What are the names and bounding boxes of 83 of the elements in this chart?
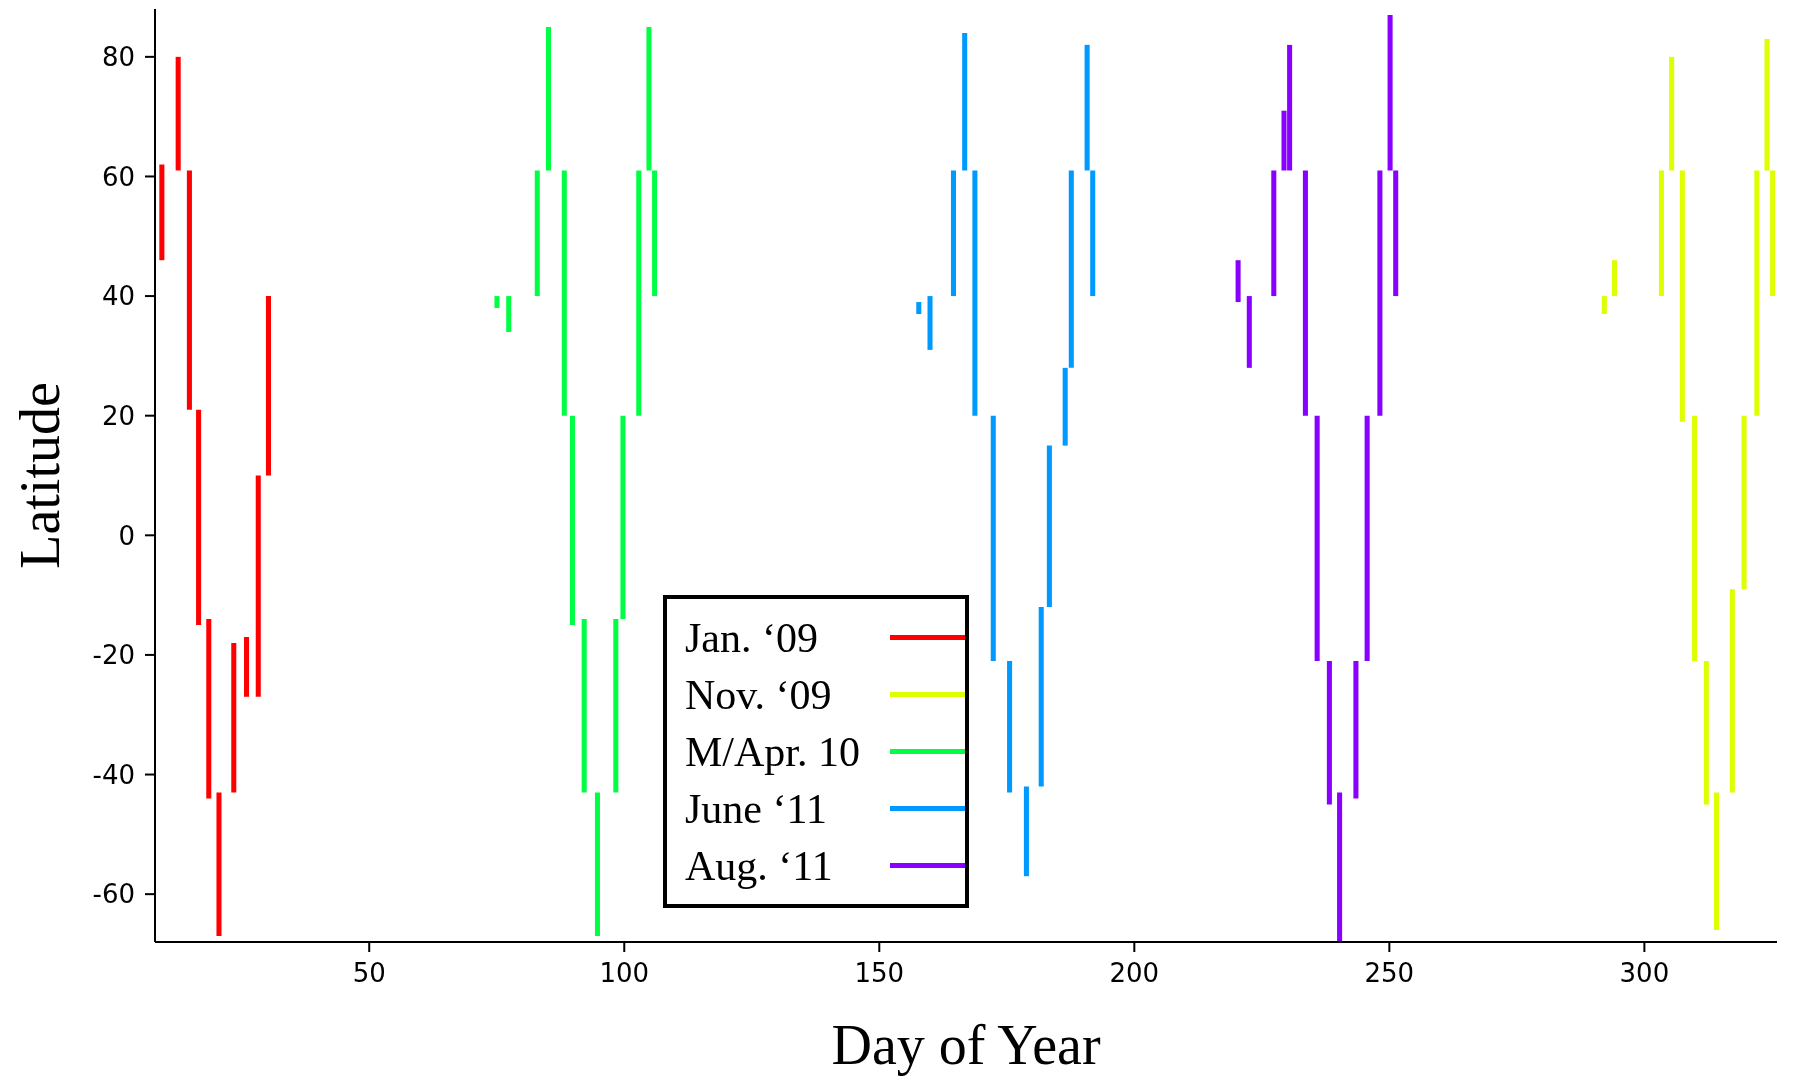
bar bbox=[613, 619, 619, 793]
bar bbox=[175, 56, 181, 171]
bar bbox=[569, 415, 575, 626]
y-tick-label: 40 bbox=[101, 281, 135, 312]
bar bbox=[206, 619, 212, 799]
bar bbox=[1062, 367, 1068, 446]
bar bbox=[561, 170, 567, 416]
x-tick-label: 100 bbox=[599, 958, 650, 989]
bar bbox=[1302, 170, 1308, 416]
bar bbox=[1271, 170, 1277, 297]
y-tick-label: -60 bbox=[92, 879, 135, 910]
y-tick-label: -20 bbox=[92, 640, 135, 671]
bar bbox=[1046, 445, 1052, 608]
y-tick-label: 0 bbox=[118, 520, 135, 551]
bar bbox=[1235, 260, 1241, 303]
bar bbox=[1393, 170, 1399, 297]
bar bbox=[534, 170, 540, 297]
bar bbox=[1692, 415, 1698, 661]
y-axis-title: Latitude bbox=[9, 382, 71, 569]
bar bbox=[1611, 260, 1618, 297]
bar bbox=[1764, 38, 1770, 171]
bar bbox=[1703, 660, 1709, 805]
bar bbox=[1090, 170, 1096, 297]
bar bbox=[962, 32, 968, 171]
x-axis-title: Day of Year bbox=[831, 1014, 1101, 1076]
legend-label: M/Apr. 10 bbox=[685, 727, 861, 776]
bar bbox=[620, 415, 626, 620]
bar bbox=[196, 409, 202, 626]
bar bbox=[652, 170, 658, 297]
bar bbox=[1741, 415, 1747, 590]
y-tick-label: 80 bbox=[101, 42, 135, 73]
bar bbox=[1387, 14, 1393, 171]
bar bbox=[1038, 607, 1044, 787]
bar bbox=[186, 170, 192, 410]
x-tick-label: 300 bbox=[1619, 958, 1670, 989]
bar bbox=[216, 792, 222, 937]
x-tick-label: 50 bbox=[352, 958, 386, 989]
x-tick-label: 250 bbox=[1364, 958, 1415, 989]
bar bbox=[990, 415, 996, 661]
bar bbox=[1084, 44, 1090, 171]
legend-label: June ‘11 bbox=[685, 784, 828, 833]
bar bbox=[1353, 660, 1359, 799]
bar bbox=[1669, 56, 1675, 171]
legend-label: Nov. ‘09 bbox=[685, 670, 833, 719]
bar bbox=[1337, 792, 1343, 942]
bar bbox=[1601, 296, 1607, 315]
bar bbox=[636, 170, 642, 416]
bar bbox=[1754, 170, 1760, 416]
legend-label: Aug. ‘11 bbox=[685, 841, 834, 890]
bar bbox=[1377, 170, 1383, 416]
bar bbox=[581, 619, 587, 793]
bar bbox=[1246, 296, 1252, 368]
bar bbox=[265, 296, 271, 476]
bar bbox=[159, 164, 165, 261]
bar bbox=[1658, 170, 1664, 297]
bar bbox=[494, 296, 500, 309]
bar bbox=[255, 475, 261, 697]
bar bbox=[1714, 792, 1720, 931]
bar bbox=[916, 302, 922, 315]
bar bbox=[646, 26, 652, 171]
x-tick-label: 200 bbox=[1109, 958, 1160, 989]
legend-label: Jan. ‘09 bbox=[685, 613, 819, 662]
bar bbox=[231, 642, 237, 793]
bar bbox=[972, 170, 978, 416]
bar bbox=[1770, 170, 1776, 297]
bar bbox=[1679, 170, 1685, 422]
bar bbox=[1068, 170, 1074, 368]
y-tick-label: 20 bbox=[101, 400, 135, 431]
bar bbox=[1326, 660, 1332, 805]
bar bbox=[1314, 415, 1320, 661]
bar bbox=[1007, 660, 1013, 793]
bar bbox=[1364, 415, 1370, 661]
bar bbox=[1729, 589, 1735, 793]
y-tick-label: 60 bbox=[101, 161, 135, 192]
bar bbox=[950, 170, 956, 297]
bar bbox=[506, 296, 512, 332]
y-tick-label: -40 bbox=[92, 759, 135, 790]
bar bbox=[1023, 786, 1029, 877]
bar bbox=[244, 636, 250, 697]
x-tick-label: 150 bbox=[854, 958, 905, 989]
bar bbox=[927, 296, 933, 350]
bar bbox=[594, 792, 600, 937]
bar bbox=[545, 26, 552, 171]
